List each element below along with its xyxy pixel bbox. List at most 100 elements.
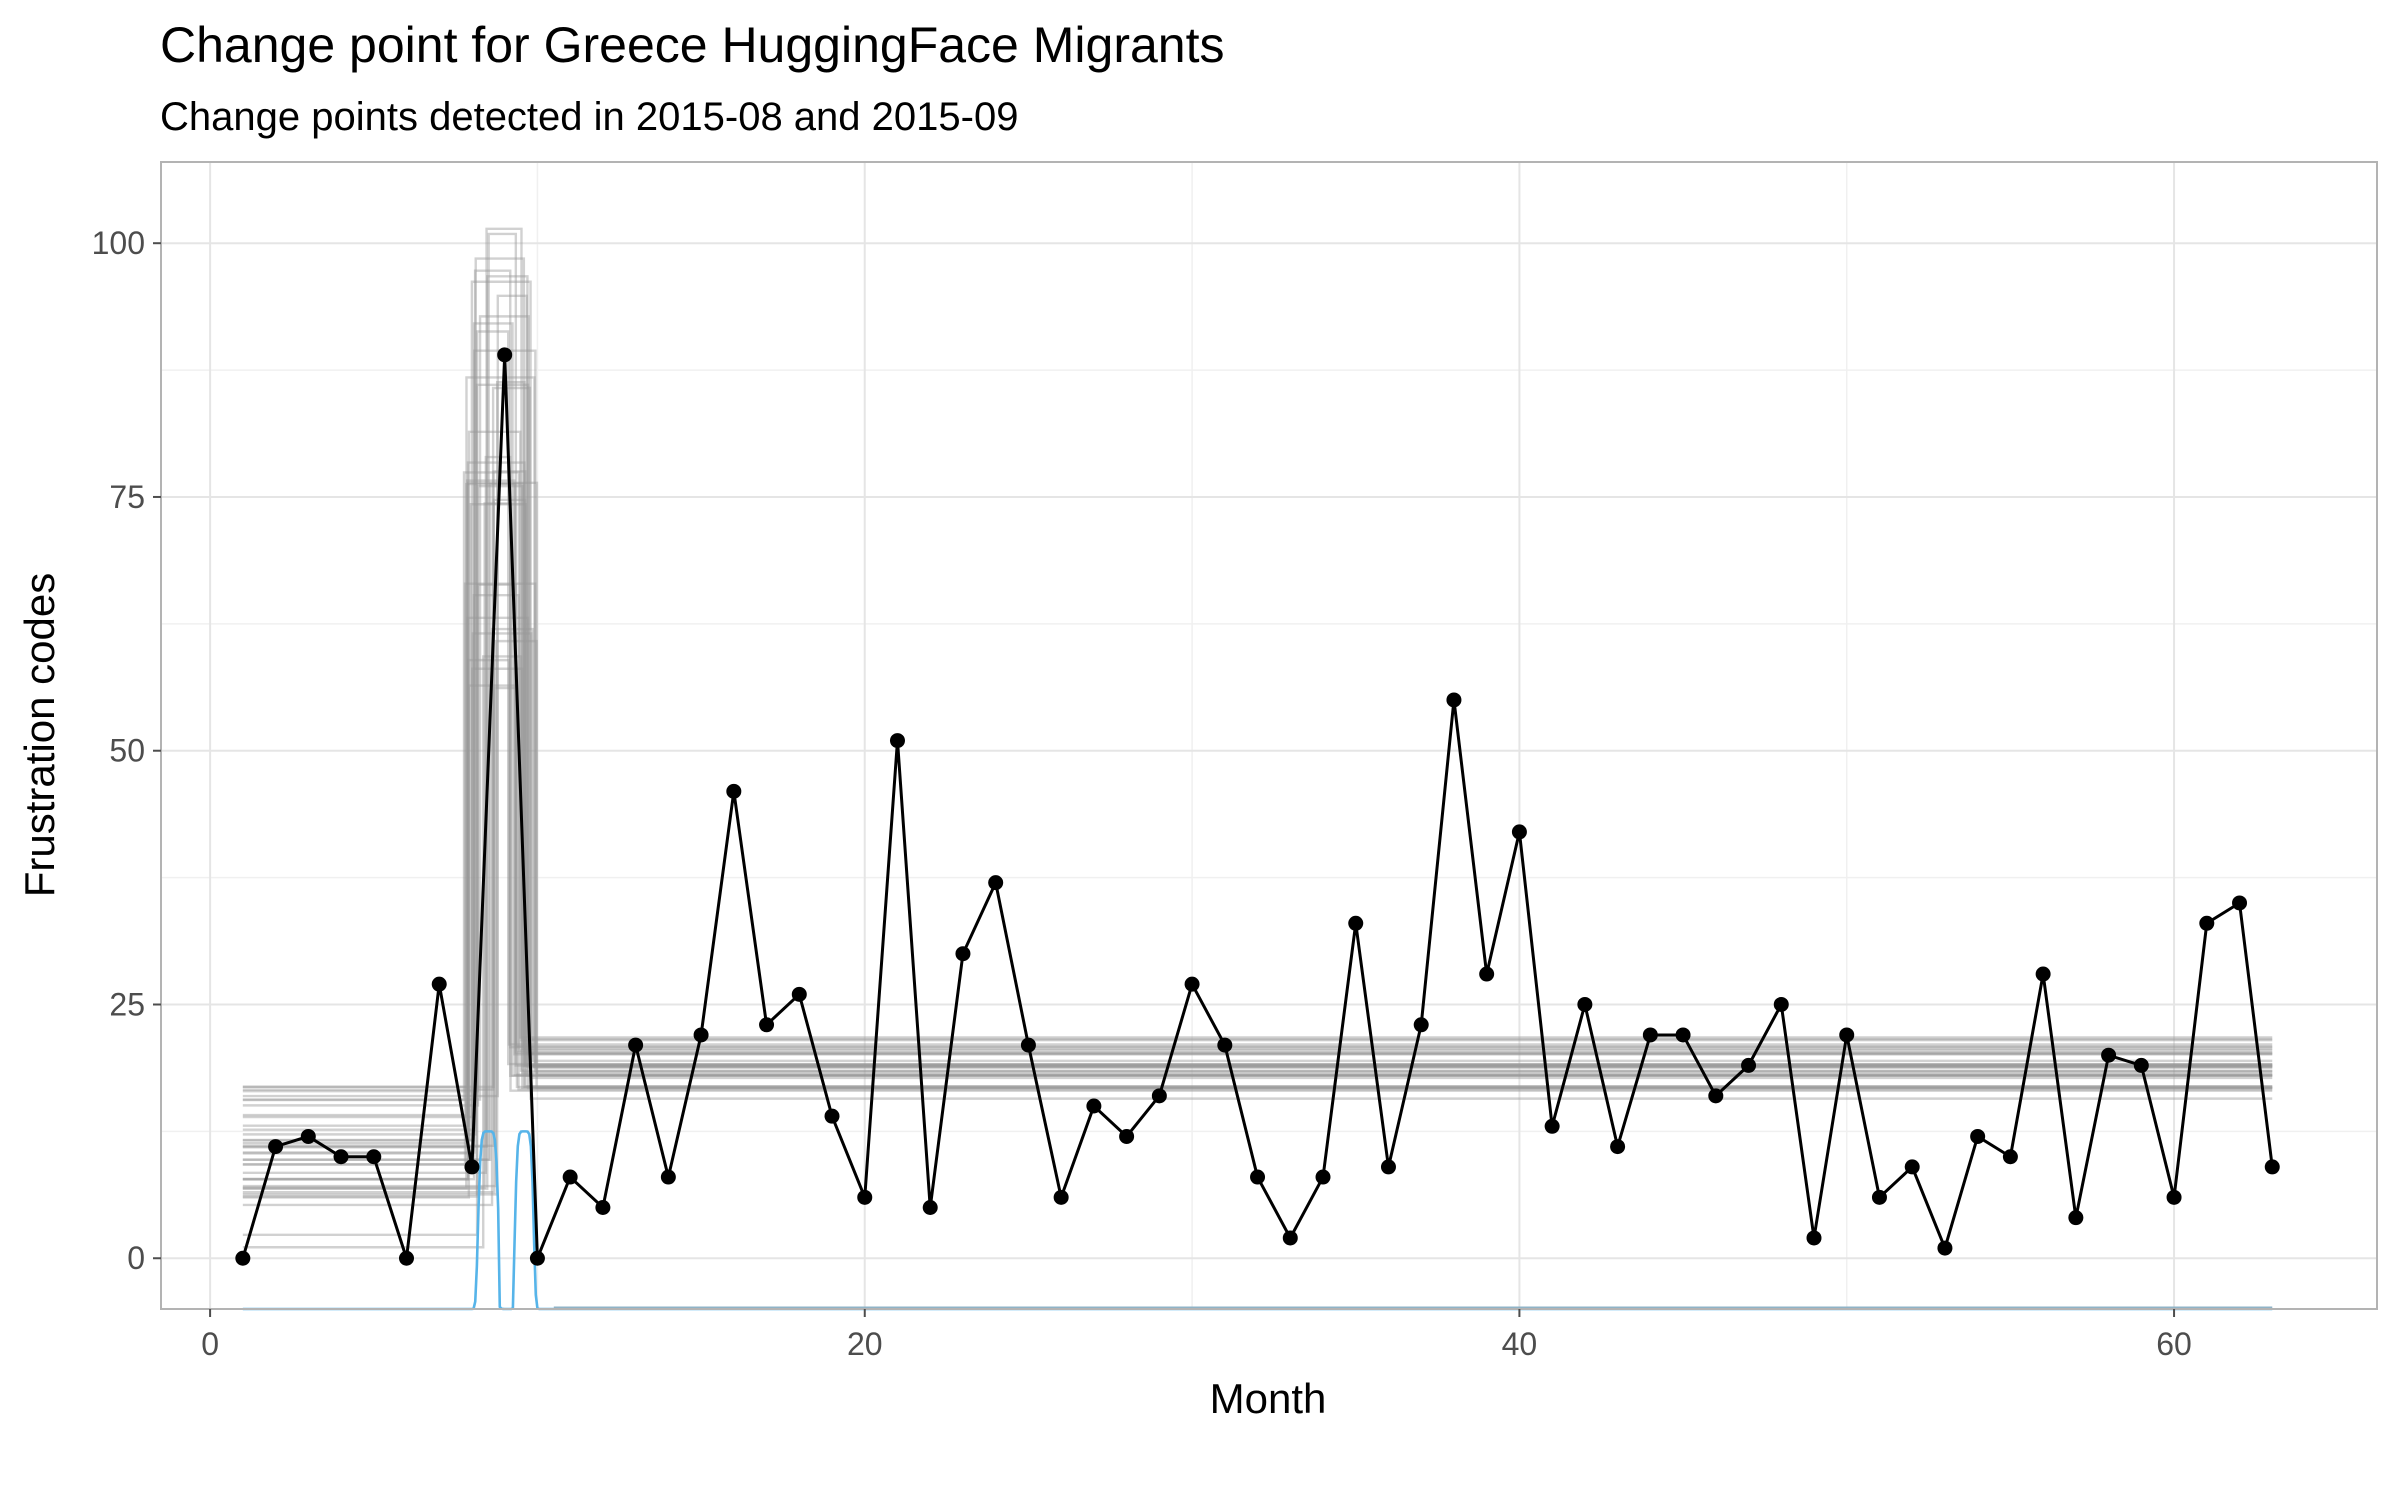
data-point bbox=[2199, 915, 2215, 931]
data-point bbox=[1871, 1189, 1887, 1205]
data-point bbox=[595, 1199, 611, 1215]
data-point bbox=[1151, 1088, 1167, 1104]
posterior-sample-segment bbox=[242, 386, 2273, 1091]
data-point bbox=[398, 1250, 414, 1266]
posterior-sample-segment bbox=[242, 686, 2273, 1194]
data-point bbox=[1282, 1230, 1298, 1246]
data-point bbox=[791, 986, 807, 1002]
major-gridlines bbox=[161, 162, 2377, 1309]
data-point bbox=[333, 1149, 349, 1165]
data-point bbox=[2035, 966, 2051, 982]
data-point bbox=[660, 1169, 676, 1185]
data-point bbox=[1053, 1189, 1069, 1205]
data-point bbox=[1413, 1017, 1429, 1033]
data-point bbox=[1315, 1169, 1331, 1185]
data-point bbox=[1184, 976, 1200, 992]
data-point bbox=[824, 1108, 840, 1124]
data-series bbox=[241, 354, 2274, 1259]
posterior-sample-segment bbox=[242, 484, 2273, 1093]
data-point bbox=[1839, 1027, 1855, 1043]
data-point bbox=[726, 783, 742, 799]
data-line bbox=[241, 354, 2274, 1259]
posterior-mean-segments bbox=[242, 227, 2273, 1249]
posterior-sample-segment bbox=[242, 684, 2273, 1199]
y-axis-title: Frustration codes bbox=[16, 573, 63, 897]
data-point bbox=[2002, 1149, 2018, 1165]
data-point bbox=[497, 347, 513, 363]
posterior-sample-segment bbox=[242, 257, 2273, 1136]
data-point bbox=[2232, 895, 2248, 911]
data-point bbox=[1250, 1169, 1266, 1185]
data-point bbox=[1217, 1037, 1233, 1053]
data-point bbox=[1741, 1057, 1757, 1073]
data-point bbox=[1544, 1118, 1560, 1134]
data-point bbox=[955, 946, 971, 962]
x-tick-label: 40 bbox=[1502, 1326, 1538, 1362]
y-tick-label: 100 bbox=[92, 225, 145, 261]
data-point bbox=[759, 1017, 775, 1033]
x-tick-label: 0 bbox=[201, 1326, 219, 1362]
y-tick-label: 50 bbox=[109, 733, 145, 769]
data-point bbox=[1610, 1139, 1626, 1155]
posterior-sample-segment bbox=[242, 479, 2273, 1117]
posterior-sample-segment bbox=[242, 294, 2273, 1098]
data-points bbox=[235, 347, 2280, 1266]
posterior-sample-segment bbox=[242, 330, 2273, 1237]
data-point bbox=[1708, 1088, 1724, 1104]
posterior-sample-segment bbox=[242, 502, 2273, 1189]
data-point bbox=[2101, 1047, 2117, 1063]
data-point bbox=[2264, 1159, 2280, 1175]
data-point bbox=[889, 733, 905, 749]
data-point bbox=[1446, 692, 1462, 708]
data-point bbox=[922, 1199, 938, 1215]
data-point bbox=[431, 976, 447, 992]
posterior-sample-segment bbox=[242, 627, 2273, 1207]
data-point bbox=[1119, 1128, 1135, 1144]
posterior-sample-segment bbox=[242, 380, 2273, 1196]
x-tick-label: 20 bbox=[847, 1326, 883, 1362]
data-point bbox=[1970, 1128, 1986, 1144]
data-point bbox=[300, 1128, 316, 1144]
data-point bbox=[1511, 824, 1527, 840]
posterior-sample-segment bbox=[242, 322, 2273, 1181]
data-point bbox=[2166, 1189, 2182, 1205]
posterior-sample-segment bbox=[242, 232, 2273, 1161]
data-point bbox=[1086, 1098, 1102, 1114]
data-point bbox=[464, 1159, 480, 1175]
data-point bbox=[988, 875, 1004, 891]
chart-title: Change point for Greece HuggingFace Migr… bbox=[160, 17, 1224, 73]
posterior-sample-segment bbox=[242, 482, 2273, 1190]
data-point bbox=[2068, 1210, 2084, 1226]
data-point bbox=[235, 1250, 251, 1266]
data-point bbox=[1577, 996, 1593, 1012]
posterior-sample-segment bbox=[242, 315, 2273, 1101]
y-axis: 0 25 50 75 100 bbox=[92, 225, 161, 1276]
chart-subtitle: Change points detected in 2015-08 and 20… bbox=[160, 95, 1018, 139]
data-point bbox=[857, 1189, 873, 1205]
data-point bbox=[628, 1037, 644, 1053]
posterior-sample-segment bbox=[242, 269, 2273, 1131]
data-point bbox=[1479, 966, 1495, 982]
data-point bbox=[1675, 1027, 1691, 1043]
posterior-sample-segment bbox=[242, 583, 2273, 1107]
data-point bbox=[562, 1169, 578, 1185]
posterior-sample-segment bbox=[242, 655, 2273, 1249]
data-point bbox=[693, 1027, 709, 1043]
posterior-sample-segment bbox=[242, 632, 2273, 1166]
posterior-sample-segment bbox=[242, 471, 2273, 1102]
data-point bbox=[1773, 996, 1789, 1012]
posterior-sample-segment bbox=[242, 593, 2273, 1142]
changepoint-density bbox=[242, 1130, 2273, 1311]
posterior-sample-segment bbox=[242, 481, 2273, 1127]
posterior-sample-segment bbox=[242, 582, 2273, 1166]
posterior-sample-segment bbox=[242, 470, 2273, 1089]
posterior-sample-segment bbox=[242, 658, 2273, 1181]
posterior-sample-segment bbox=[242, 482, 2273, 1162]
data-point bbox=[1937, 1240, 1953, 1256]
density-curve bbox=[242, 1130, 2273, 1311]
posterior-sample-segment bbox=[242, 455, 2273, 1175]
panel-border bbox=[160, 161, 2378, 1310]
posterior-sample-segment bbox=[242, 616, 2273, 1089]
